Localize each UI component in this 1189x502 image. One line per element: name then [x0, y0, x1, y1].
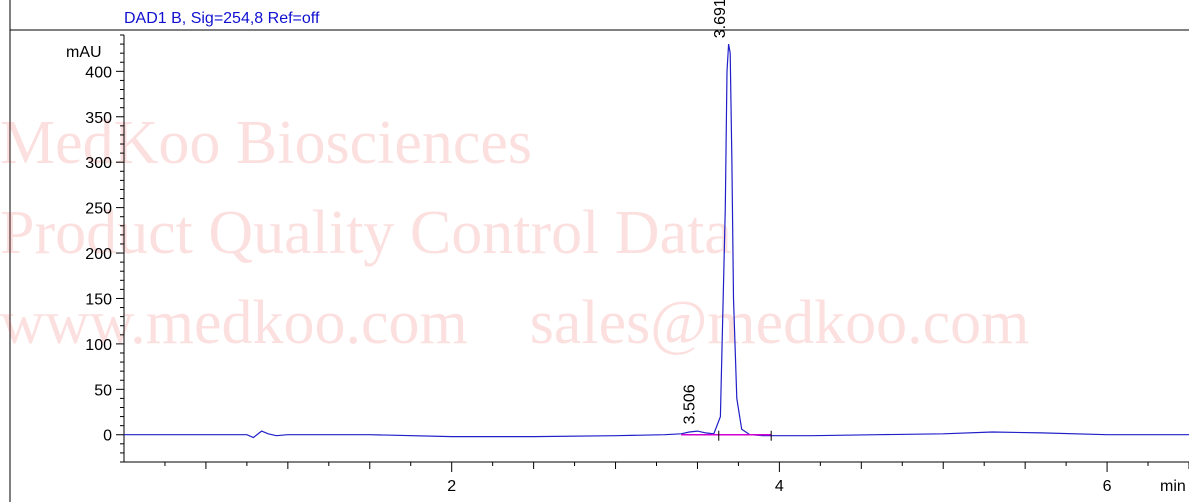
- y-tick-label: 150: [85, 291, 112, 308]
- signal-title: DAD1 B, Sig=254,8 Ref=off: [124, 10, 320, 27]
- watermark-line-2: Product Quality Control Data: [0, 199, 732, 267]
- x-tick-label: 6: [1103, 478, 1112, 495]
- watermark-line-1: MedKoo Biosciences: [0, 109, 532, 177]
- peak-label: 3.691: [712, 0, 729, 38]
- y-tick-label: 50: [94, 382, 112, 399]
- watermark: MedKoo Biosciences Product Quality Contr…: [0, 109, 1029, 357]
- peak-label: 3.506: [681, 384, 698, 424]
- y-axis-label: mAU: [66, 44, 102, 61]
- y-tick-label: 250: [85, 201, 112, 218]
- traces: [124, 43, 1189, 441]
- axes: 0 50 100 150 200 250 300 350 400 2 4 6: [85, 34, 1189, 495]
- y-tick-label: 350: [85, 110, 112, 127]
- y-tick-label: 400: [85, 64, 112, 81]
- signal-trace: [124, 43, 1189, 439]
- watermark-line-3: www.medkoo.com sales@medkoo.com: [0, 289, 1029, 357]
- peak-labels: 3.506 3.691: [681, 0, 728, 424]
- x-axis-label: min: [1160, 478, 1186, 495]
- y-tick-label: 200: [85, 246, 112, 263]
- x-tick-label: 4: [775, 478, 784, 495]
- y-tick-label: 300: [85, 155, 112, 172]
- x-tick-label: 2: [447, 478, 456, 495]
- y-tick-label: 0: [103, 428, 112, 445]
- y-tick-label: 100: [85, 337, 112, 354]
